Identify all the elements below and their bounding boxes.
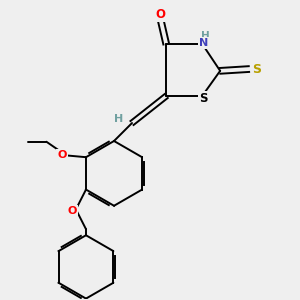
Text: O: O (156, 8, 166, 20)
Text: S: S (252, 63, 261, 76)
Text: H: H (114, 114, 123, 124)
Text: H: H (201, 31, 209, 41)
Text: O: O (57, 150, 67, 161)
Text: N: N (199, 38, 208, 48)
Text: O: O (68, 206, 77, 216)
Text: S: S (199, 92, 207, 105)
